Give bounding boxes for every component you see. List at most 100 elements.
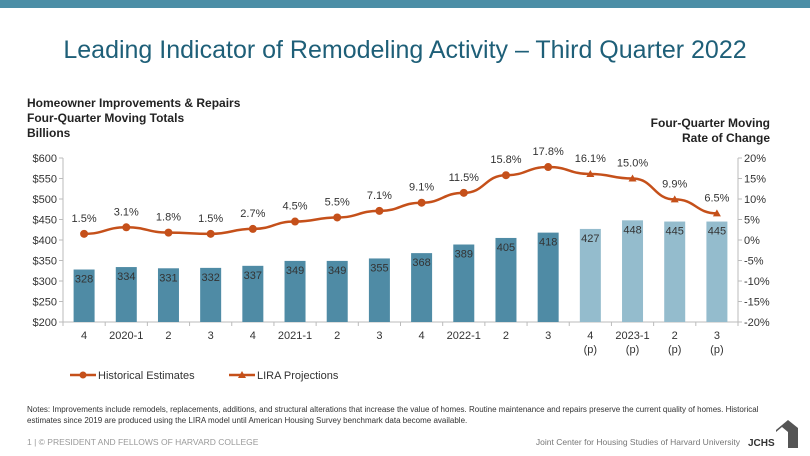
right-tick-label: -20% [744, 317, 770, 329]
right-title-line: Rate of Change [681, 131, 770, 145]
bar [579, 228, 601, 322]
bar-value-label: 405 [497, 242, 515, 254]
bar-value-label: 427 [581, 233, 599, 245]
bar [664, 221, 686, 322]
x-tick-label: 2023-1 [615, 330, 649, 342]
bar-value-label: 332 [201, 272, 219, 284]
historical-marker [544, 163, 553, 172]
bar-value-label: 368 [412, 257, 430, 269]
right-tick-label: -10% [744, 276, 770, 288]
bar-value-label: 334 [117, 271, 135, 283]
bar [284, 260, 306, 322]
rate-label: 6.5% [704, 192, 729, 204]
historical-marker [122, 223, 131, 232]
left-title-line: Four-Quarter Moving Totals [27, 111, 185, 125]
bar-value-label: 355 [370, 262, 388, 274]
bar [326, 260, 348, 322]
x-tick-label: 4 [419, 330, 425, 342]
legend-projection-marker [238, 371, 246, 378]
historical-marker [333, 213, 342, 222]
historical-marker [291, 217, 300, 226]
rate-label: 7.1% [367, 190, 392, 202]
x-tick-label: 4 [81, 330, 87, 342]
bar [453, 244, 475, 322]
legend-historical-marker [79, 371, 87, 379]
rate-label: 17.8% [533, 146, 564, 158]
rate-label: 9.9% [662, 178, 687, 190]
bar [157, 268, 179, 322]
left-title-line: Billions [27, 126, 71, 140]
bar [495, 237, 517, 322]
rate-label: 15.0% [617, 158, 648, 170]
jchs-logo: JCHS [748, 418, 798, 448]
x-tick-sublabel: (p) [584, 344, 597, 356]
chart: $200 $250 $300 $350 $400 $450 $500 $550 $600 -20%… [33, 146, 770, 382]
x-tick-sublabel: (p) [668, 344, 681, 356]
right-axis-title: Four-Quarter Moving Rate of Change [651, 116, 770, 146]
rate-label: 4.5% [282, 201, 307, 213]
left-tick-label: $250 [33, 297, 57, 309]
x-tick-label: 4 [250, 330, 256, 342]
bar [622, 220, 644, 322]
right-tick-label: 5% [744, 215, 760, 227]
bar-value-label: 349 [286, 265, 304, 277]
bar [368, 258, 390, 322]
x-tick-sublabel: (p) [626, 344, 639, 356]
left-tick-label: $200 [33, 317, 57, 329]
bar [411, 253, 433, 322]
bar-value-label: 331 [159, 272, 177, 284]
historical-marker [501, 171, 510, 180]
legend-projection-label: LIRA Projections [257, 370, 339, 382]
x-tick-label: 2022-1 [447, 330, 481, 342]
bar [537, 232, 559, 322]
x-tick-label: 3 [376, 330, 382, 342]
projection-marker [670, 195, 679, 203]
rate-label: 2.7% [240, 208, 265, 220]
bar [73, 269, 95, 322]
historical-marker [375, 206, 384, 215]
rate-label: 16.1% [575, 153, 606, 165]
right-title-line: Four-Quarter Moving [650, 116, 770, 130]
x-tick-label: 2 [165, 330, 171, 342]
x-tick-label: 2021-1 [278, 330, 312, 342]
x-tick-sublabel: (p) [710, 344, 723, 356]
right-tick-label: -5% [744, 256, 764, 268]
x-tick-label: 4 [587, 330, 593, 342]
bar-value-label: 448 [623, 224, 641, 236]
rate-label: 5.5% [325, 196, 350, 208]
left-tick-label: $600 [33, 153, 57, 165]
bar-value-label: 349 [328, 265, 346, 277]
svg-text:JCHS: JCHS [748, 438, 775, 448]
projection-marker [628, 174, 637, 182]
right-tick-label: 10% [744, 194, 766, 206]
rate-line [84, 165, 717, 236]
historical-marker [206, 229, 215, 238]
historical-marker [164, 228, 173, 237]
copyright: 1 | © PRESIDENT AND FELLOWS OF HARVARD C… [27, 437, 259, 447]
left-tick-label: $300 [33, 276, 57, 288]
top-bar [0, 0, 810, 8]
right-tick-label: -15% [744, 297, 770, 309]
left-tick-label: $500 [33, 194, 57, 206]
left-title-line: Homeowner Improvements & Repairs [27, 96, 241, 110]
bar-value-label: 389 [455, 249, 473, 261]
rate-label: 1.5% [72, 213, 97, 225]
org-name: Joint Center for Housing Studies of Harv… [535, 437, 740, 447]
historical-marker [417, 198, 426, 207]
left-tick-label: $350 [33, 256, 57, 268]
rate-label: 1.8% [156, 212, 181, 224]
bar [242, 265, 264, 322]
bar [200, 267, 222, 322]
bar-value-label: 445 [666, 226, 684, 238]
x-tick-label: 2020-1 [109, 330, 143, 342]
x-tick-label: 2 [503, 330, 509, 342]
right-tick-label: 0% [744, 235, 760, 247]
rate-label: 15.8% [490, 154, 521, 166]
rate-label: 3.1% [114, 206, 139, 218]
notes: Notes: Improvements include remodels, re… [27, 405, 759, 425]
x-tick-label: 3 [714, 330, 720, 342]
rate-label: 1.5% [198, 213, 223, 225]
right-tick-label: 20% [744, 153, 766, 165]
bar [115, 267, 137, 322]
bar-value-label: 445 [708, 226, 726, 238]
